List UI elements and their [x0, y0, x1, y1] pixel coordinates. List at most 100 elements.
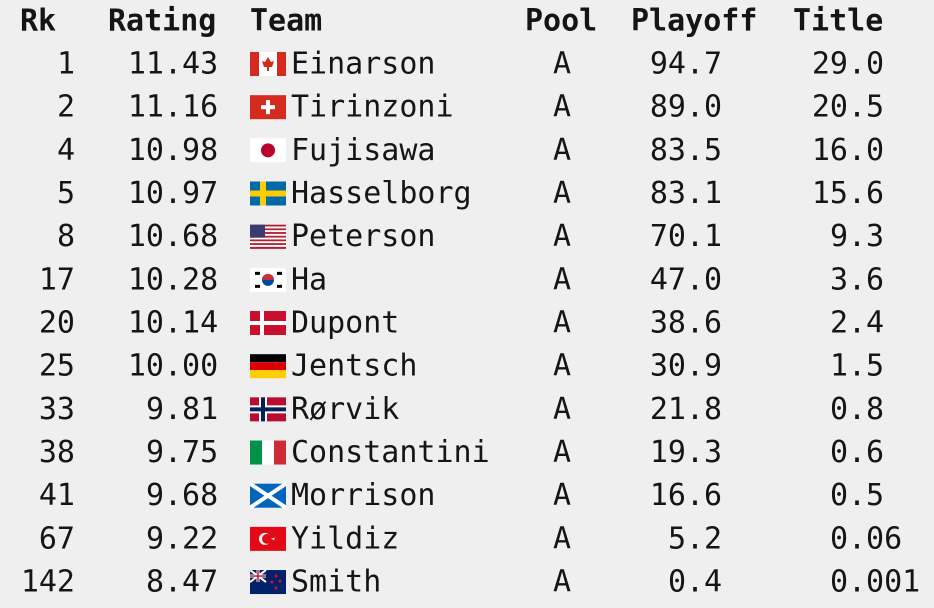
flag-part [270, 580, 274, 584]
pool: A [553, 392, 571, 427]
flag-part [274, 440, 286, 465]
rank: 2 [57, 90, 75, 125]
column-header: Rating [108, 4, 216, 39]
flag [250, 267, 286, 292]
flag [250, 224, 286, 249]
flag-part [250, 235, 286, 238]
table-row: 25 10.00 Jentsch A 30.9 1.5 [39, 349, 884, 384]
playoff-odds: 70.1 [650, 219, 722, 254]
table-row: 2 11.16 Tirinzoni A 89.0 20.5 [57, 90, 884, 125]
pool: A [553, 262, 571, 297]
flag-part [250, 237, 286, 240]
flag-part [250, 228, 286, 231]
title-odds: 2.4 [830, 306, 884, 341]
flag-part [250, 243, 286, 246]
flag [250, 526, 286, 551]
title-odds: 0.06 [830, 521, 902, 556]
team-name: Tirinzoni [291, 90, 454, 125]
playoff-odds: 0.4 [668, 565, 722, 600]
flag [250, 138, 286, 163]
flag-part [277, 52, 286, 76]
team-name: Dupont [291, 306, 399, 341]
playoff-odds: 30.9 [650, 349, 722, 384]
flag-part [262, 273, 274, 280]
rating: 11.16 [128, 90, 218, 125]
playoff-odds: 5.2 [668, 521, 722, 556]
playoff-odds: 94.7 [650, 47, 722, 82]
column-header: Rk [20, 4, 56, 39]
pool: A [553, 521, 571, 556]
rank: 20 [39, 306, 75, 341]
rank: 25 [39, 349, 75, 384]
rank: 38 [39, 435, 75, 470]
playoff-odds: 16.6 [650, 478, 722, 513]
table-row: 67 9.22 Yildiz A 5.2 0.06 [39, 521, 902, 556]
team-name: Peterson [291, 219, 436, 254]
rank: 8 [57, 219, 75, 254]
pool: A [553, 478, 571, 513]
rating: 9.81 [146, 392, 218, 427]
title-odds: 16.0 [812, 133, 884, 168]
rank: 4 [57, 133, 75, 168]
flag-part [250, 190, 286, 197]
team-name: Fujisawa [291, 133, 436, 168]
flag-part [250, 244, 286, 248]
pool: A [553, 133, 571, 168]
pool: A [553, 176, 571, 211]
rating: 10.68 [128, 219, 218, 254]
rating: 9.75 [146, 435, 218, 470]
flag-part [250, 232, 286, 235]
rating: 8.47 [146, 565, 218, 600]
rank: 67 [39, 521, 75, 556]
rating: 10.28 [128, 262, 218, 297]
team-name: Smith [291, 565, 381, 600]
playoff-odds: 83.1 [650, 176, 722, 211]
column-header: Title [793, 4, 883, 39]
column-header: Pool [525, 4, 597, 39]
flag-part [277, 284, 282, 288]
table-row: 5 10.97 Hasselborg A 83.1 15.6 [57, 176, 884, 211]
title-odds: 20.5 [812, 90, 884, 125]
playoff-odds: 21.8 [650, 392, 722, 427]
flag [248, 482, 288, 510]
rank: 41 [39, 478, 75, 513]
title-odds: 0.5 [830, 478, 884, 513]
flag-part [250, 241, 286, 244]
rank: 142 [21, 565, 75, 600]
team-name: Jentsch [291, 349, 417, 384]
flag [250, 95, 286, 120]
pool: A [553, 306, 571, 341]
flag-part [250, 321, 286, 326]
rating: 9.68 [146, 478, 218, 513]
table-row: 17 10.28 Ha A 47.0 3.6 [39, 262, 884, 297]
flag-part [250, 575, 266, 577]
flag-part [250, 52, 259, 76]
pool: A [553, 349, 571, 384]
pool: A [553, 565, 571, 600]
flag-part [250, 224, 265, 238]
title-odds: 9.3 [830, 219, 884, 254]
flag [250, 354, 286, 379]
flag-part [250, 440, 262, 465]
flag [250, 311, 286, 336]
flag-part [250, 362, 286, 371]
table-row: 41 9.68 Morrison A 16.6 0.5 [39, 478, 884, 513]
table-row: 38 9.75 Constantini A 19.3 0.6 [39, 435, 884, 470]
flag-part [248, 482, 288, 510]
title-odds: 15.6 [812, 176, 884, 211]
flag-part [262, 440, 274, 465]
flag [250, 52, 286, 76]
flag-part [250, 246, 286, 249]
title-odds: 3.6 [830, 262, 884, 297]
flag-part [250, 239, 286, 242]
rank: 17 [39, 262, 75, 297]
pool: A [553, 90, 571, 125]
table-row: 4 10.98 Fujisawa A 83.5 16.0 [57, 133, 884, 168]
flag-part [271, 537, 275, 541]
playoff-odds: 83.5 [650, 133, 722, 168]
flag-part [250, 370, 286, 379]
flag-part [250, 226, 286, 229]
rating: 10.98 [128, 133, 218, 168]
team-name: Yildiz [291, 521, 399, 556]
